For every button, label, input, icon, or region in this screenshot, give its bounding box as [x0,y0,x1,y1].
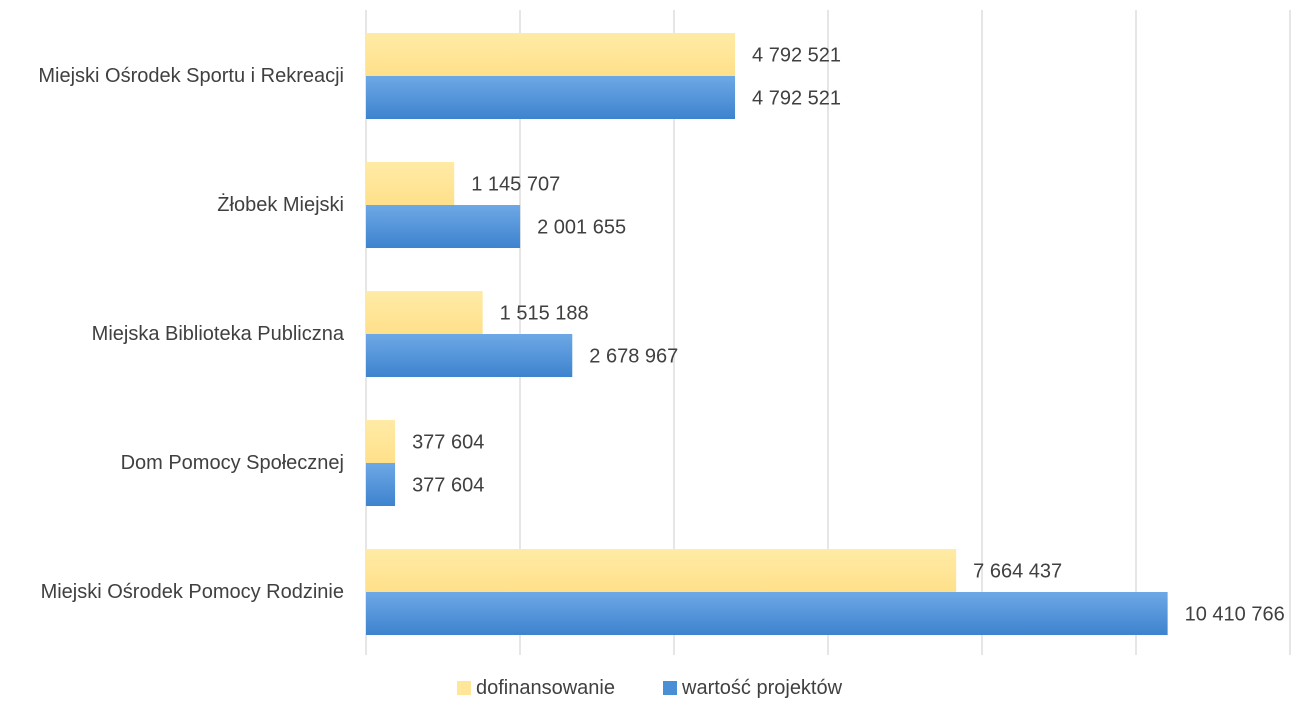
category-label-miejski-osrodek-sportu-i-rekreacji: Miejski Ośrodek Sportu i Rekreacji [38,65,344,87]
category-label-zlobek-miejski: Żłobek Miejski [217,193,344,216]
category-label-miejski-osrodek-pomocy-rodzinie: Miejski Ośrodek Pomocy Rodzinie [41,581,344,603]
bar-wartosc-projektow-miejski-osrodek-pomocy-rodzinie [366,592,1168,635]
bar-wartosc-projektow-dom-pomocy-spolecznej [366,463,396,506]
legend-swatch-dofinansowanie [457,681,471,695]
legend-label-wartosc-projektow: wartość projektów [681,677,843,699]
category-label-miejska-biblioteka-publiczna: Miejska Biblioteka Publiczna [92,323,345,345]
bar-dofinansowanie-miejska-biblioteka-publiczna [366,291,483,334]
data-label-wartosc-projektow-miejski-osrodek-pomocy-rodzinie: 10 410 766 [1185,604,1285,626]
bar-dofinansowanie-dom-pomocy-spolecznej [366,420,396,463]
data-label-dofinansowanie-zlobek-miejski: 1 145 707 [471,174,560,196]
data-label-wartosc-projektow-miejska-biblioteka-publiczna: 2 678 967 [589,346,678,368]
bar-wartosc-projektow-miejski-osrodek-sportu-i-rekreacji [366,76,736,119]
data-label-dofinansowanie-dom-pomocy-spolecznej: 377 604 [412,432,484,454]
data-label-dofinansowanie-miejski-osrodek-sportu-i-rekreacji: 4 792 521 [752,45,841,67]
bars [366,33,1168,635]
bar-dofinansowanie-miejski-osrodek-pomocy-rodzinie [366,549,957,592]
bar-dofinansowanie-zlobek-miejski [366,162,455,205]
data-label-wartosc-projektow-miejski-osrodek-sportu-i-rekreacji: 4 792 521 [752,88,841,110]
legend-swatch-wartosc-projektow [663,681,677,695]
legend: dofinansowanie wartość projektów [457,677,843,699]
data-label-wartosc-projektow-dom-pomocy-spolecznej: 377 604 [412,475,484,497]
data-label-wartosc-projektow-zlobek-miejski: 2 001 655 [537,217,626,239]
bar-wartosc-projektow-zlobek-miejski [366,205,521,248]
data-label-dofinansowanie-miejska-biblioteka-publiczna: 1 515 188 [500,303,589,325]
data-label-dofinansowanie-miejski-osrodek-pomocy-rodzinie: 7 664 437 [973,561,1062,583]
bar-dofinansowanie-miejski-osrodek-sportu-i-rekreacji [366,33,736,76]
labels: Miejski Ośrodek Sportu i Rekreacji 4 792 … [38,45,1284,626]
category-label-dom-pomocy-spolecznej: Dom Pomocy Społecznej [121,452,344,474]
bar-wartosc-projektow-miejska-biblioteka-publiczna [366,334,573,377]
legend-label-dofinansowanie: dofinansowanie [476,677,615,699]
